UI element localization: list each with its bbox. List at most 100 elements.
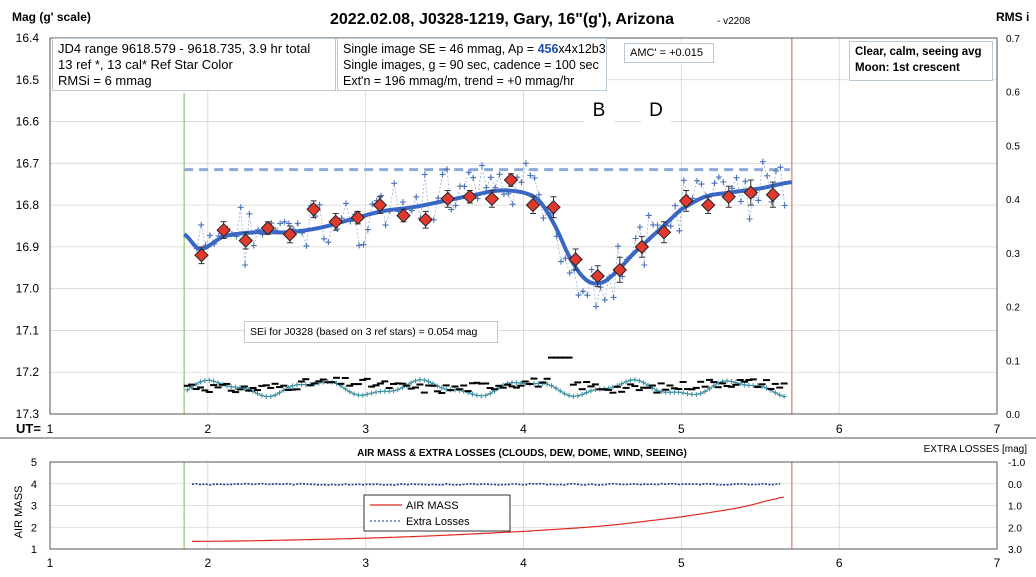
- average-point: [484, 191, 500, 207]
- y2-tick-label: 0.6: [1006, 88, 1020, 99]
- average-point: [503, 172, 519, 188]
- y-tick-label: 16.9: [16, 240, 40, 254]
- bottom-y2-tick-label: 0.0: [1008, 480, 1022, 491]
- rms-teal-point: [202, 378, 208, 383]
- single-image-point: [531, 175, 538, 181]
- average-point: [350, 210, 366, 225]
- single-image-point: [303, 242, 310, 249]
- bottom-x-tick-label: 1: [47, 556, 54, 570]
- rms-teal-point: [641, 380, 647, 386]
- air-mass-line: [192, 496, 784, 542]
- rms-teal-point: [777, 392, 783, 398]
- single-image-point: [378, 192, 385, 199]
- rms-teal-point: [298, 382, 304, 387]
- legend-extra-label: Extra Losses: [406, 516, 470, 528]
- average-point: [546, 199, 561, 215]
- x-tick-label: 4: [520, 422, 527, 436]
- single-image-point: [421, 171, 428, 178]
- single-image-point: [593, 303, 600, 310]
- single-image-point: [360, 241, 367, 248]
- rms-teal-point: [233, 384, 239, 390]
- rms-teal-point: [566, 393, 572, 399]
- single-image-point: [496, 171, 503, 178]
- single-image-point: [645, 212, 652, 219]
- single-image-point: [764, 172, 771, 179]
- single-image-point: [483, 184, 490, 191]
- rms-teal-point: [628, 377, 633, 383]
- single-image-point: [694, 177, 700, 184]
- rms-teal-point: [408, 380, 414, 386]
- rms-teal-point: [636, 378, 642, 384]
- single-image-point: [777, 164, 784, 171]
- rms-teal-point: [584, 390, 590, 396]
- single-image-point: [680, 177, 687, 184]
- rms-teal-point: [439, 385, 445, 391]
- single-image-point: [667, 223, 674, 230]
- x-tick-label: 1: [47, 422, 54, 436]
- rms-teal-point: [268, 394, 274, 399]
- rms-teal-point: [347, 389, 353, 395]
- single-image-point: [615, 243, 621, 250]
- rms-teal-point: [478, 393, 484, 399]
- rms-teal-point: [211, 378, 217, 384]
- bottom-y-axis-label: AIR MASS: [13, 486, 25, 539]
- rms-teal-point: [750, 383, 756, 389]
- average-point: [568, 252, 583, 267]
- bottom-plot-marks: [183, 462, 793, 549]
- sei-box: SEi for J0328 (based on 3 ref stars) = 0…: [244, 321, 498, 343]
- y2-tick-label: 0.0: [1006, 410, 1020, 421]
- single-image-point: [250, 242, 257, 249]
- single-image-point: [536, 191, 542, 198]
- rms-teal-point: [386, 388, 392, 394]
- single-image-point: [435, 195, 442, 202]
- single-image-point: [641, 262, 648, 268]
- bottom-y2-tick-label: -1.0: [1008, 458, 1026, 469]
- single-image-point: [206, 232, 213, 239]
- single-image-point: [246, 210, 253, 217]
- single-image-point: [448, 206, 455, 213]
- single-image-point: [474, 195, 481, 202]
- rms-teal-point: [215, 380, 221, 386]
- bottom-plot-frame: [49, 461, 998, 550]
- rms-teal-point: [623, 379, 629, 385]
- bottom-y2-tick-label: 2.0: [1008, 523, 1022, 534]
- rms-teal-point: [742, 382, 748, 388]
- rms-teal-point: [513, 380, 519, 386]
- bottom-y-tick-label: 2: [31, 522, 37, 534]
- single-image-point: [343, 200, 349, 207]
- rms-teal-point: [184, 387, 190, 393]
- bottom-x-tick-label: 7: [994, 556, 1001, 570]
- rms-teal-point: [426, 379, 432, 384]
- average-point: [328, 214, 343, 230]
- average-point: [743, 185, 759, 200]
- average-point: [396, 208, 411, 223]
- y2-tick-label: 0.3: [1006, 249, 1020, 260]
- bottom-y2-axis-label: EXTRA LOSSES [mag]: [924, 444, 1028, 455]
- single-image-point: [575, 292, 582, 299]
- rms-teal-point: [369, 390, 375, 396]
- rms-teal-point: [277, 390, 282, 396]
- bottom-y-tick-label: 4: [31, 479, 37, 491]
- conditions-weather: Clear, calm, seeing avg: [855, 46, 982, 58]
- bottom-x-tick-label: 2: [204, 556, 211, 570]
- average-point: [194, 247, 209, 263]
- info-range-line: JD4 range 9618.579 - 9618.735, 3.9 hr to…: [58, 41, 311, 56]
- rms-teal-point: [570, 393, 576, 399]
- single-image-point: [198, 221, 205, 228]
- marker-d-label: D: [641, 98, 671, 124]
- average-point: [418, 212, 433, 227]
- top-plot-marks: [183, 38, 793, 414]
- rms-teal-point: [711, 383, 717, 389]
- single-image-point: [316, 201, 323, 208]
- single-image-point: [579, 288, 586, 295]
- rms-teal-point: [198, 379, 203, 385]
- chart-version: - v2208: [717, 16, 751, 27]
- single-image-point: [597, 284, 604, 291]
- rms-teal-point: [259, 393, 265, 398]
- rms-teal-point: [355, 392, 361, 398]
- average-point: [634, 239, 650, 255]
- y-tick-label: 16.7: [16, 156, 40, 170]
- x-axis-label: UT=: [16, 421, 41, 436]
- y-tick-label: 17.2: [16, 365, 40, 379]
- info-se-suffix: x4x12b3: [558, 42, 606, 56]
